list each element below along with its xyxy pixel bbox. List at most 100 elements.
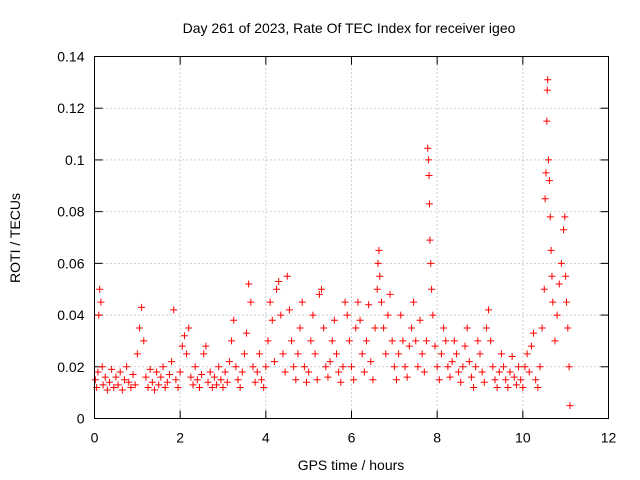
data-point [114, 381, 122, 389]
data-point [232, 363, 240, 371]
data-point [170, 306, 178, 314]
data-point [127, 383, 135, 391]
data-point [163, 378, 171, 386]
data-point [512, 381, 520, 389]
x-tick-label: 0 [91, 430, 99, 446]
data-point [530, 329, 538, 337]
data-point [410, 298, 418, 306]
data-point [116, 368, 124, 376]
data-point [395, 350, 403, 358]
data-point [343, 311, 351, 319]
data-point [204, 378, 212, 386]
data-point [557, 259, 565, 267]
data-point [560, 226, 568, 234]
data-point [146, 365, 154, 373]
data-point [110, 383, 118, 391]
data-point [450, 337, 458, 345]
data-point [94, 368, 102, 376]
data-point [187, 373, 195, 381]
data-point [273, 285, 281, 293]
data-point [288, 337, 296, 345]
data-point [519, 383, 527, 391]
data-point [270, 358, 278, 366]
data-point [495, 368, 503, 376]
data-point [330, 316, 338, 324]
data-point [373, 285, 381, 293]
data-point [390, 363, 398, 371]
data-point [388, 337, 396, 345]
data-point [348, 363, 355, 371]
data-point [376, 272, 384, 280]
data-point [399, 337, 407, 345]
data-point [262, 363, 270, 371]
data-point [281, 368, 289, 376]
data-point [339, 363, 347, 371]
data-point [193, 376, 201, 384]
data-point [275, 277, 283, 285]
data-point [131, 381, 139, 389]
data-point [240, 350, 248, 358]
data-point [523, 350, 531, 358]
data-point [198, 371, 206, 379]
y-tick-label: 0.06 [57, 255, 84, 271]
data-point [195, 383, 203, 391]
data-point [543, 117, 551, 125]
data-point [200, 350, 208, 358]
data-point [125, 378, 133, 386]
data-point [268, 316, 276, 324]
data-point [354, 298, 362, 306]
data-point [103, 386, 111, 394]
data-point [448, 358, 456, 366]
data-point [255, 350, 263, 358]
data-point [425, 200, 433, 208]
data-point [322, 363, 330, 371]
data-point [180, 332, 188, 340]
data-point [467, 373, 475, 381]
data-point [217, 376, 225, 384]
data-point [150, 386, 158, 394]
data-point [277, 311, 285, 319]
data-point [101, 373, 109, 381]
data-point [440, 324, 448, 332]
data-point [157, 373, 165, 381]
data-point [461, 342, 469, 350]
data-point [279, 350, 287, 358]
data-point [202, 342, 210, 350]
data-point [260, 383, 268, 391]
data-point [472, 363, 480, 371]
data-point [266, 298, 274, 306]
data-point [219, 383, 227, 391]
data-point [489, 363, 497, 371]
data-point [377, 298, 385, 306]
data-point [213, 381, 221, 389]
data-point [403, 373, 411, 381]
data-point [521, 363, 529, 371]
data-point [300, 363, 308, 371]
data-point [428, 285, 436, 293]
data-point [118, 386, 126, 394]
data-point [298, 298, 306, 306]
data-point [135, 324, 143, 332]
data-point [138, 303, 146, 311]
plot-frame [94, 56, 609, 419]
data-point [545, 156, 553, 164]
data-point [221, 368, 229, 376]
data-point [508, 352, 516, 360]
data-point [234, 376, 242, 384]
data-point [362, 337, 370, 345]
data-point [247, 298, 255, 306]
data-point [491, 376, 499, 384]
data-point [258, 376, 266, 384]
data-point [320, 324, 328, 332]
data-point [369, 376, 377, 384]
data-point [422, 337, 430, 345]
chart-title: Day 261 of 2023, Rate Of TEC Index for r… [183, 20, 516, 36]
data-point [133, 350, 141, 358]
data-point [120, 376, 128, 384]
data-point [303, 378, 311, 386]
data-point [176, 368, 184, 376]
data-point [564, 324, 572, 332]
data-point [148, 378, 156, 386]
data-point [108, 365, 116, 373]
data-point [326, 358, 334, 366]
